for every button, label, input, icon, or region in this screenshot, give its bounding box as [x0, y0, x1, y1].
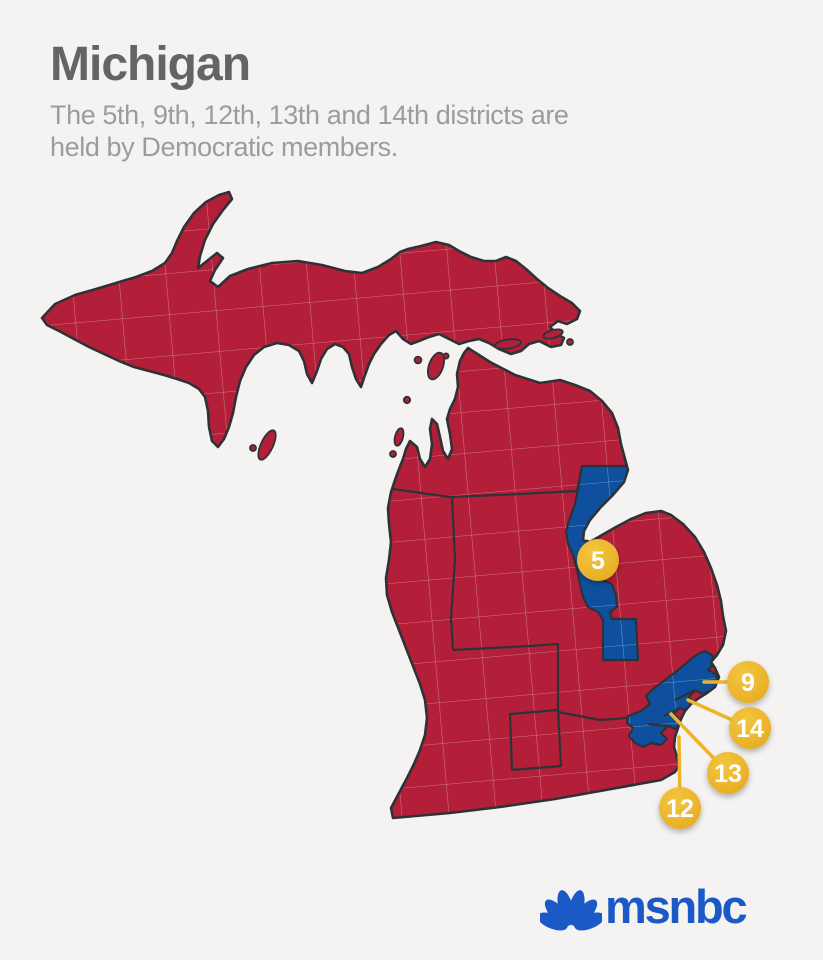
- page-title: Michigan: [50, 38, 251, 91]
- callout-circle-14: [729, 707, 771, 749]
- callout-number-9: 9: [741, 669, 755, 697]
- lake-islands: [249, 328, 574, 461]
- callout-circle-9: [727, 661, 769, 703]
- district-callout-5: 5: [577, 539, 619, 581]
- callout-circle-12: [659, 787, 701, 829]
- callout-circle-13: [707, 752, 749, 794]
- district-callout-9: 9: [727, 661, 769, 703]
- district-callouts: 5 9 14 13 12: [577, 539, 771, 829]
- callout-number-5: 5: [591, 547, 605, 575]
- callout-number-12: 12: [666, 795, 694, 823]
- district-callout-13: 13: [707, 752, 749, 794]
- nbc-peacock-icon: [540, 890, 602, 931]
- lower-peninsula-region: [384, 346, 728, 820]
- page-subtitle: The 5th, 9th, 12th, 13th and 14th distri…: [50, 100, 569, 163]
- msnbc-logo: msnbc: [540, 880, 780, 932]
- header: Michigan The 5th, 9th, 12th, 13th and 14…: [50, 38, 750, 164]
- district-callout-12: 12: [659, 787, 701, 829]
- callout-circle-5: [577, 539, 619, 581]
- msnbc-wordmark: msnbc: [605, 879, 748, 933]
- callout-number-13: 13: [714, 760, 742, 788]
- callout-number-14: 14: [736, 715, 764, 743]
- district-callout-14: 14: [729, 707, 771, 749]
